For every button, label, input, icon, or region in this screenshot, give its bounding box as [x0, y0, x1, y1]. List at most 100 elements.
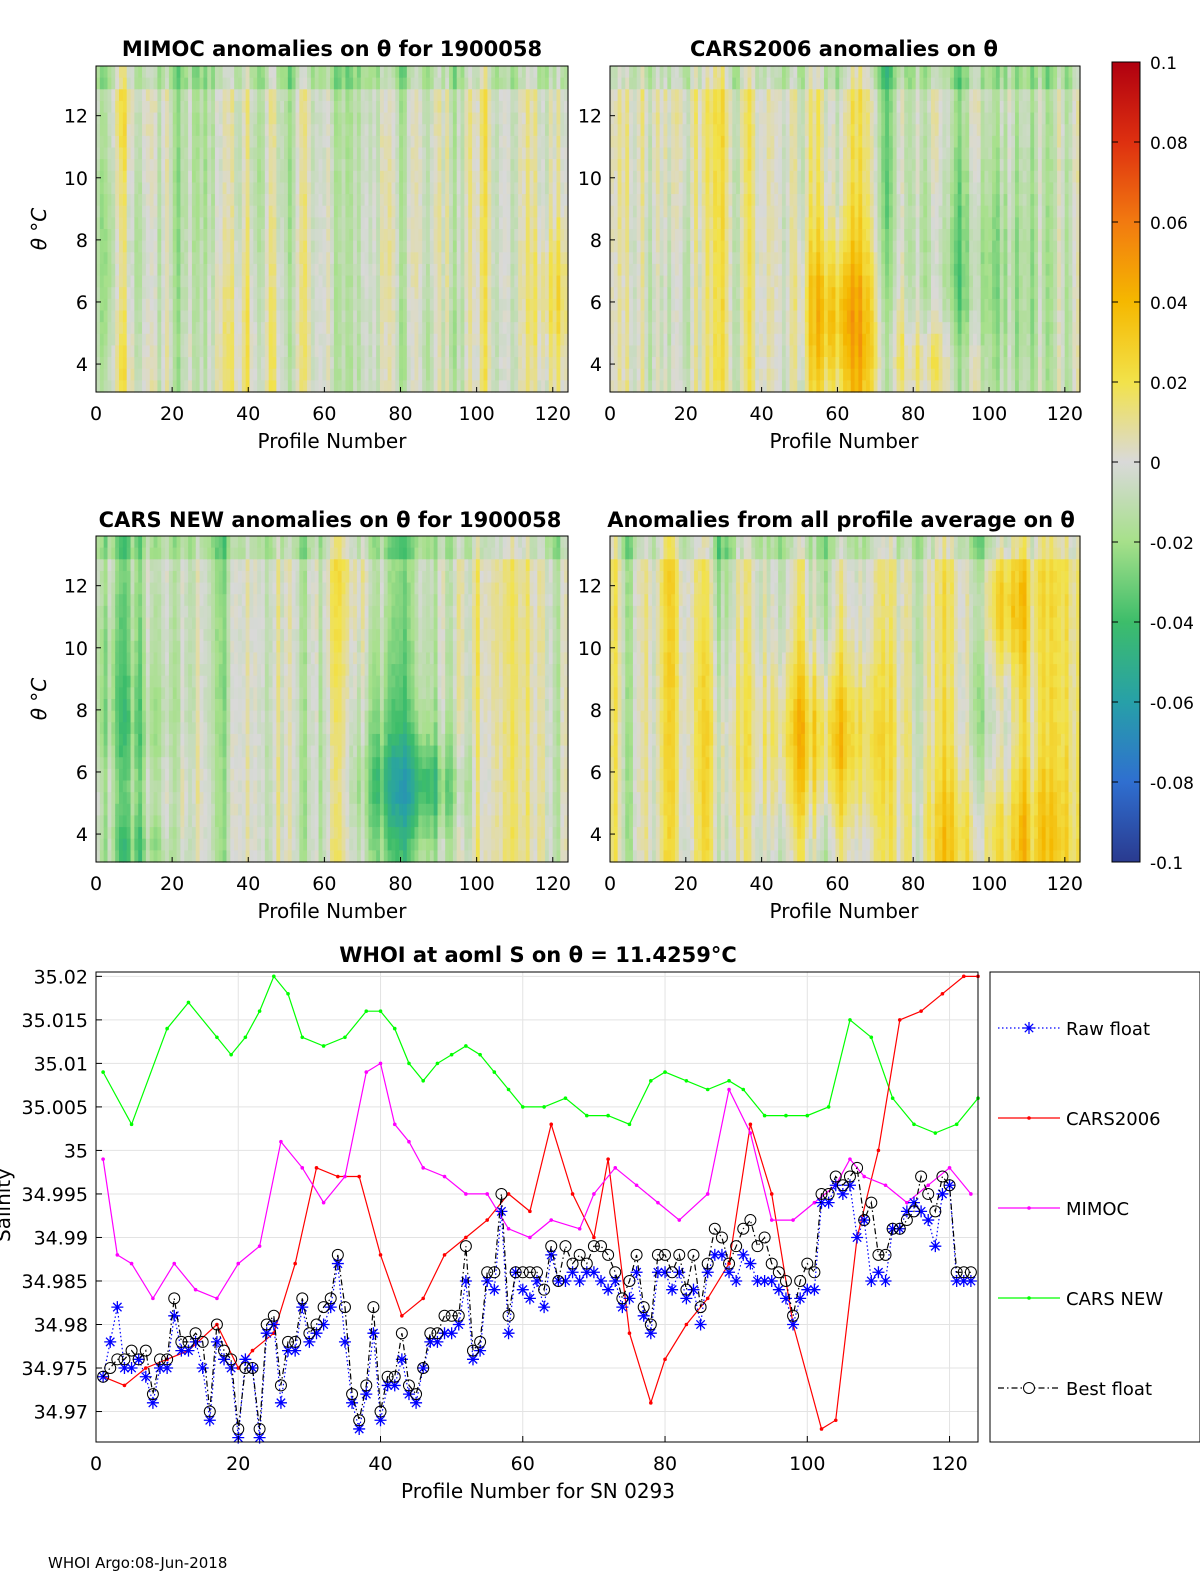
heatmap-cell [191, 194, 197, 207]
heatmap-cell [629, 310, 634, 323]
heatmap-cell [280, 205, 285, 218]
heatmap-cell [659, 159, 665, 172]
heatmap-cell [322, 135, 327, 149]
heatmap-cell [103, 170, 109, 184]
heatmap-cell [119, 77, 124, 90]
heatmap-cell [122, 182, 128, 195]
heatmap-cell [690, 287, 695, 300]
heatmap-cell [368, 124, 373, 137]
heatmap-cell [429, 368, 435, 381]
heatmap-cell [264, 368, 270, 381]
heatmap-cell [739, 345, 745, 358]
heatmap-cell [299, 194, 304, 207]
heatmap-cell [804, 205, 810, 218]
heatmap-cell [468, 240, 473, 253]
heatmap-cell [678, 368, 684, 381]
heatmap-cell [199, 357, 205, 370]
heatmap-cell [161, 322, 166, 335]
heatmap-cell [383, 287, 389, 300]
heatmap-cell [751, 322, 756, 335]
heatmap-cell [119, 182, 124, 195]
heatmap-cell [556, 240, 561, 253]
heatmap-cell [280, 66, 285, 79]
heatmap-cell [456, 287, 462, 300]
heatmap-cell [429, 159, 435, 172]
heatmap-cell [479, 357, 485, 370]
heatmap-cell [728, 380, 733, 393]
heatmap-cell [333, 147, 339, 160]
heatmap-cell [395, 252, 400, 265]
heatmap-cell [191, 263, 197, 277]
heatmap-cell [804, 194, 810, 207]
heatmap-cell [483, 333, 489, 347]
heatmap-cell [518, 357, 523, 370]
heatmap-cell [690, 124, 695, 137]
heatmap-cell [299, 263, 304, 277]
heatmap-cell [426, 310, 431, 323]
heatmap-cell [781, 124, 787, 137]
heatmap-cell [195, 240, 201, 253]
heatmap-cell [245, 89, 251, 102]
heatmap-cell [487, 182, 492, 195]
heatmap-cell [395, 240, 400, 253]
heatmap-cell [502, 287, 508, 300]
heatmap-cell [96, 159, 101, 172]
heatmap-cell [648, 229, 653, 242]
heatmap-cell [287, 368, 293, 381]
heatmap-cell [785, 229, 791, 242]
heatmap-cell [257, 333, 262, 347]
heatmap-cell [168, 368, 174, 381]
heatmap-cell [648, 322, 653, 335]
heatmap-cell [636, 333, 642, 347]
heatmap-cell [241, 66, 247, 79]
heatmap-cell [111, 135, 116, 149]
heatmap-cell [237, 112, 243, 125]
heatmap-cell [774, 229, 779, 242]
heatmap-cell [345, 194, 350, 207]
heatmap-cell [644, 322, 649, 335]
heatmap-cell [674, 380, 680, 393]
heatmap-cell [667, 357, 672, 370]
heatmap-cell [475, 298, 481, 312]
heatmap-cell [287, 345, 293, 358]
heatmap-cell [353, 263, 358, 277]
heatmap-cell [766, 135, 772, 149]
heatmap-cell [510, 147, 515, 160]
heatmap-cell [180, 287, 185, 300]
heatmap-cell [195, 252, 201, 265]
heatmap-cell [199, 240, 205, 253]
heatmap-cell [180, 147, 185, 160]
heatmap-cell [341, 263, 347, 277]
heatmap-cell [655, 357, 661, 370]
heatmap-cell [399, 112, 404, 125]
heatmap-cell [207, 89, 212, 102]
heatmap-cell [318, 310, 324, 323]
heatmap-cell [406, 333, 412, 347]
heatmap-cell [739, 298, 745, 312]
heatmap-cell [222, 217, 228, 230]
heatmap-cell [272, 217, 277, 230]
heatmap-cell [728, 135, 733, 149]
heatmap-cell [176, 182, 182, 195]
heatmap-cell [502, 77, 508, 90]
heatmap-cell [472, 287, 477, 300]
heatmap-cell [203, 100, 208, 114]
heatmap-cell [314, 345, 320, 358]
heatmap-cell [762, 380, 768, 393]
heatmap-cell [157, 205, 162, 218]
heatmap-cell [310, 252, 316, 265]
heatmap-cell [268, 89, 274, 102]
heatmap-cell [261, 147, 266, 160]
heatmap-cell [257, 263, 262, 277]
heatmap-cell [107, 205, 112, 218]
heatmap-cell [287, 298, 293, 312]
heatmap-cell [441, 240, 446, 253]
heatmap-cell [199, 182, 205, 195]
heatmap-cell [330, 357, 335, 370]
heatmap-cell [659, 217, 665, 230]
heatmap-cell [307, 147, 312, 160]
heatmap-cell [157, 89, 162, 102]
heatmap-cell [793, 182, 798, 195]
heatmap-cell [770, 310, 775, 323]
heatmap-cell [640, 77, 645, 90]
